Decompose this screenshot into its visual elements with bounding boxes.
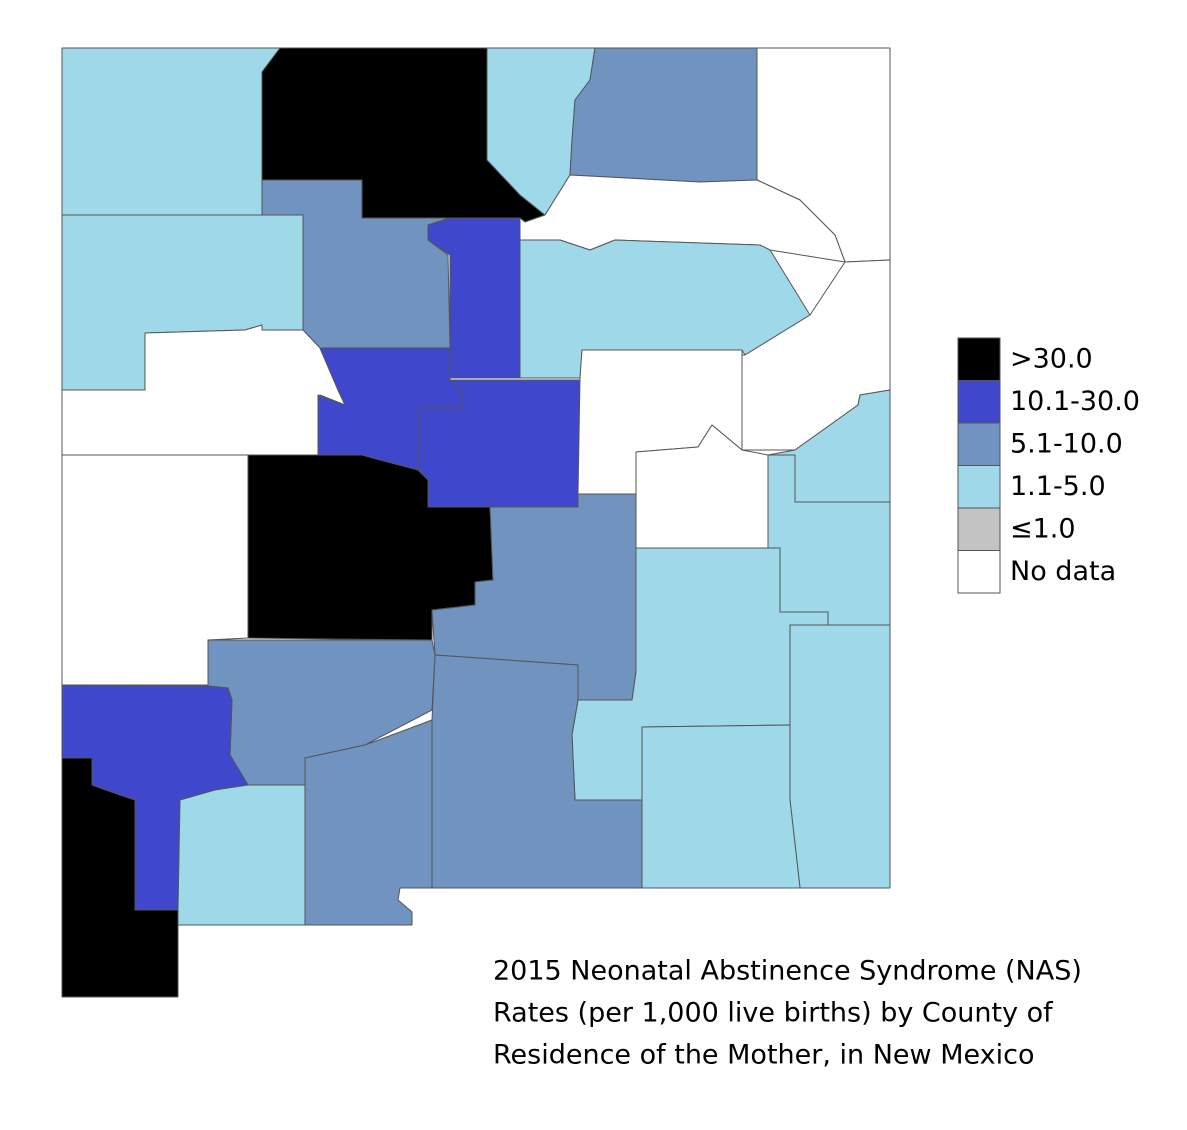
- counties: [61, 47, 891, 998]
- county: [61, 757, 179, 998]
- title-line: 2015 Neonatal Abstinence Syndrome (NAS): [493, 956, 1082, 987]
- legend-label: 10.1-30.0: [1010, 386, 1140, 417]
- map-title: 2015 Neonatal Abstinence Syndrome (NAS) R…: [493, 956, 1082, 1071]
- legend-label: >30.0: [1010, 344, 1093, 375]
- legend-swatch: [957, 422, 1001, 466]
- county: [789, 624, 891, 889]
- legend-swatch: [957, 507, 1001, 551]
- title-line: Rates (per 1,000 live births) by County …: [493, 998, 1054, 1029]
- county: [569, 47, 758, 183]
- county: [61, 47, 281, 216]
- county: [177, 784, 306, 926]
- legend-label: ≤1.0: [1010, 514, 1076, 545]
- county: [641, 724, 801, 889]
- legend-swatch: [957, 337, 1001, 381]
- county: [304, 719, 433, 926]
- legend-swatch: [957, 550, 1001, 594]
- title-line: Residence of the Mother, in New Mexico: [493, 1040, 1034, 1071]
- legend-label: No data: [1010, 556, 1116, 587]
- legend-swatch: [957, 380, 1001, 424]
- legend: >30.0 10.1-30.0 5.1-10.0 1.1-5.0 ≤1.0 No data: [957, 337, 1140, 594]
- county: [261, 179, 451, 349]
- legend-label: 5.1-10.0: [1010, 429, 1123, 460]
- legend-label: 1.1-5.0: [1010, 471, 1106, 502]
- legend-swatch: [957, 465, 1001, 509]
